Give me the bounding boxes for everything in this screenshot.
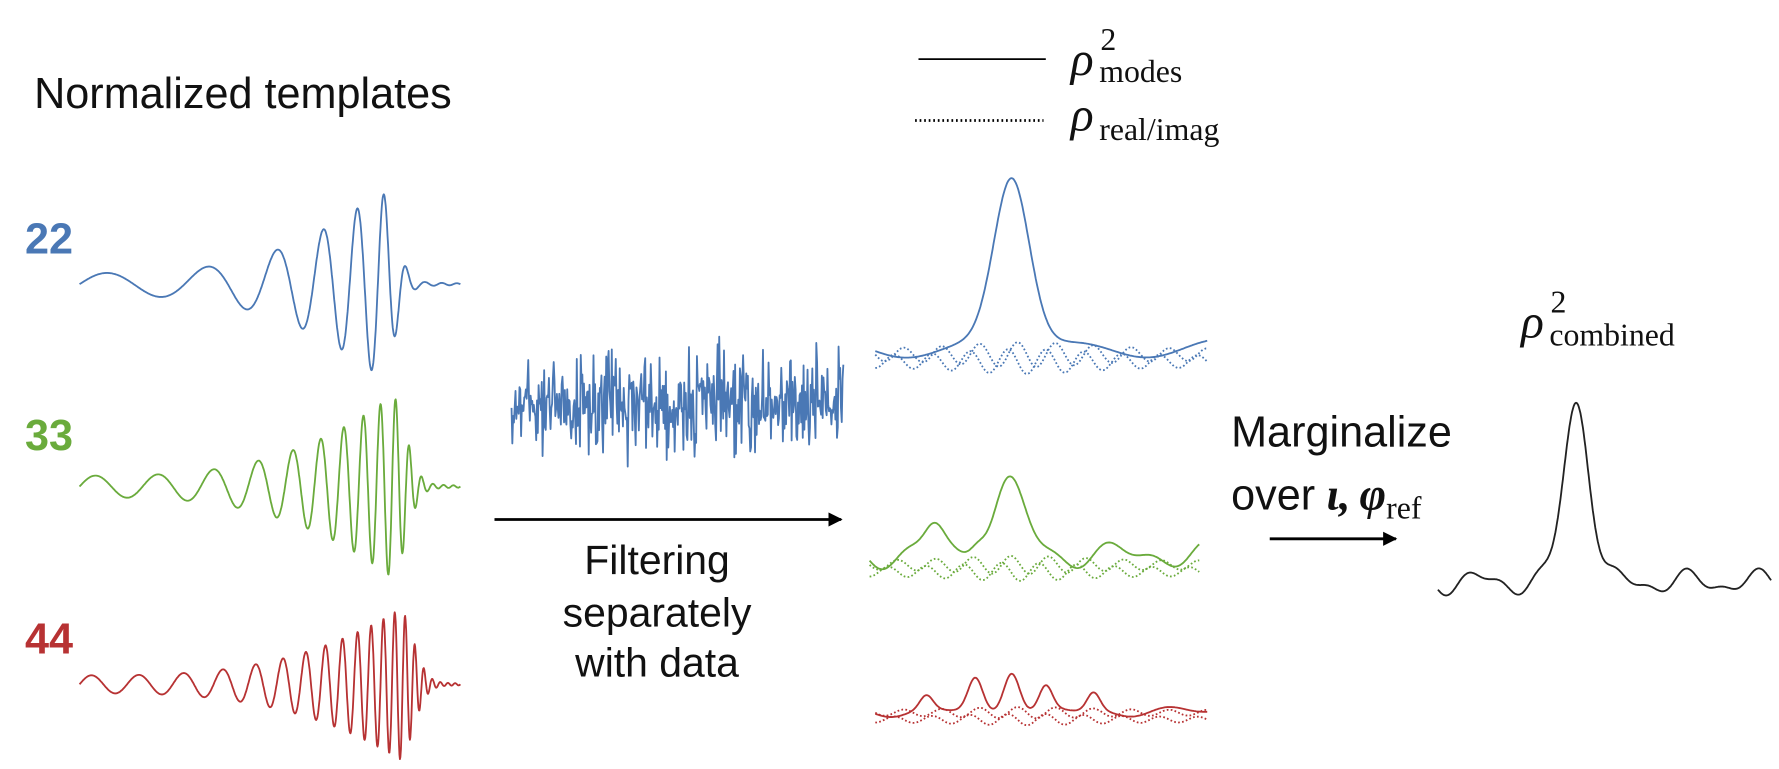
marginalize-symbol: φ <box>1360 468 1387 519</box>
template-wave <box>78 611 462 761</box>
marginalize-symbol: ι, <box>1326 468 1350 519</box>
legend-symbol: ρ <box>1069 89 1094 142</box>
marginalize-label: over ι, φref <box>1231 468 1422 525</box>
snr-dotted <box>875 713 1208 727</box>
snr-solid <box>874 672 1208 718</box>
legend-sup: 2 <box>1100 22 1116 57</box>
snr-dotted <box>869 562 1200 582</box>
mode-label: 22 <box>25 215 73 263</box>
snr-dotted <box>869 555 1200 575</box>
snr-solid <box>868 475 1200 571</box>
mode-label: 33 <box>25 412 73 460</box>
marginalize-sub: ref <box>1386 490 1422 525</box>
filter-label: with data <box>574 639 739 685</box>
mode-label: 44 <box>25 616 73 664</box>
combined-symbol: ρ <box>1519 296 1544 349</box>
combined-sub: combined <box>1549 318 1675 353</box>
snr-solid <box>875 177 1208 359</box>
noise-data <box>510 335 845 468</box>
template-wave <box>79 193 461 372</box>
snr-dotted <box>875 348 1208 375</box>
marginalize-label: Marginalize <box>1231 409 1452 457</box>
filter-label: separately <box>563 589 752 635</box>
combined-sup: 2 <box>1551 285 1567 320</box>
marginalize-word: over <box>1231 471 1315 519</box>
snr-dotted <box>874 341 1208 368</box>
filter-label: Filtering <box>584 537 730 583</box>
waveforms <box>78 177 1772 761</box>
legend-sub: real/imag <box>1099 112 1219 147</box>
legend-symbol: ρ <box>1069 33 1094 86</box>
template-wave <box>78 398 461 576</box>
legend-sub: modes <box>1099 54 1182 89</box>
combined-wave <box>1437 401 1772 597</box>
title: Normalized templates <box>34 70 452 118</box>
